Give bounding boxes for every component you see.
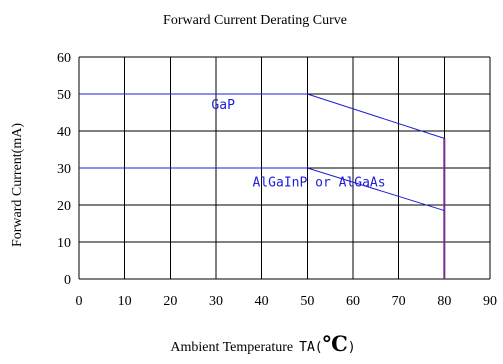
- x-tick-label: 80: [437, 294, 451, 309]
- y-tick-label: 10: [57, 236, 71, 251]
- series-label: GaP: [211, 98, 235, 113]
- y-tick-label: 40: [57, 125, 71, 140]
- series-line-segment: [307, 167, 445, 212]
- y-tick-label: 20: [57, 199, 71, 214]
- x-tick-label: 50: [300, 294, 314, 309]
- series-line-segment: [307, 93, 445, 139]
- x-tick-label: 30: [209, 294, 223, 309]
- x-tick-label: 20: [163, 294, 177, 309]
- x-axis-label: Ambient Temperature TA(℃): [170, 332, 355, 356]
- y-axis-label: Forward Current(mA): [10, 123, 25, 247]
- y-tick-label: 60: [57, 51, 71, 66]
- y-tick-label: 0: [64, 273, 71, 288]
- x-axis-label-unit-symbol: ℃: [323, 332, 348, 356]
- chart-title: Forward Current Derating Curve: [163, 13, 347, 28]
- x-axis-label-unit-prefix: TA(: [299, 340, 322, 355]
- x-tick-label: 90: [483, 294, 497, 309]
- tick-label-layer: 0 10 20 30 40 50 60 70 80 90 0 10 20 30 40 50 60: [57, 51, 497, 309]
- x-axis-label-main: Ambient Temperature: [170, 340, 293, 355]
- x-tick-label: 60: [346, 294, 360, 309]
- x-tick-label: 40: [255, 294, 269, 309]
- y-tick-label: 50: [57, 88, 71, 103]
- series-label: AlGaInP or AlGaAs: [253, 176, 386, 191]
- x-tick-label: 10: [118, 294, 132, 309]
- series-layer: GaP AlGaInP or AlGaAs: [79, 93, 446, 279]
- x-axis-label-unit-suffix: ): [348, 340, 356, 355]
- y-tick-label: 30: [57, 162, 71, 177]
- x-tick-label: 70: [392, 294, 406, 309]
- x-tick-label: 0: [76, 294, 83, 309]
